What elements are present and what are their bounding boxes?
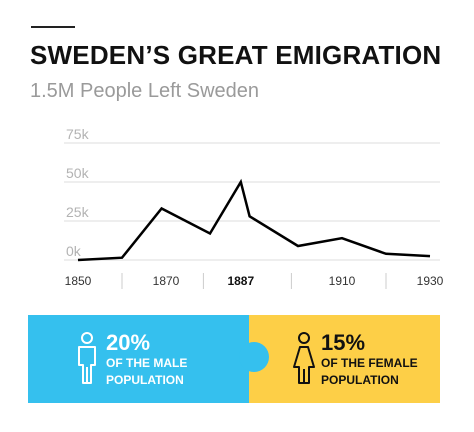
male-person-icon bbox=[78, 332, 96, 384]
x-tick-label: 1850 bbox=[65, 274, 92, 288]
emigration-line-chart: 0k 25k 50k 75k 1850 1870 1887 1910 1930 bbox=[64, 126, 444, 289]
x-tick-label: 1870 bbox=[153, 274, 180, 288]
series-line bbox=[77, 178, 431, 262]
y-tick-label: 0k bbox=[66, 243, 82, 259]
female-person-icon bbox=[293, 332, 315, 384]
male-percent: 20% bbox=[106, 330, 151, 355]
female-stat: 15% OF THE FEMALE POPULATION bbox=[321, 331, 418, 389]
female-label-line2: POPULATION bbox=[321, 373, 399, 387]
female-stat-panel bbox=[249, 315, 440, 403]
male-stat: 20% OF THE MALE POPULATION bbox=[106, 331, 187, 389]
male-stat-panel bbox=[28, 315, 249, 403]
page-title: SWEDEN’S GREAT EMIGRATION bbox=[30, 40, 442, 70]
x-tick-label: 1887 bbox=[227, 274, 254, 288]
female-percent: 15% bbox=[321, 330, 366, 355]
y-tick-label: 25k bbox=[66, 204, 90, 220]
male-label-line1: OF THE MALE bbox=[106, 356, 188, 370]
title-rule bbox=[31, 26, 75, 28]
y-tick-label: 50k bbox=[66, 165, 90, 181]
x-tick-label: 1910 bbox=[329, 274, 356, 288]
page-subtitle: 1.5M People Left Sweden bbox=[30, 80, 260, 102]
y-tick-label: 75k bbox=[66, 126, 90, 142]
female-label-line1: OF THE FEMALE bbox=[321, 356, 418, 370]
puzzle-notch bbox=[239, 342, 269, 372]
male-label-line2: POPULATION bbox=[106, 373, 184, 387]
x-tick-label: 1930 bbox=[417, 274, 444, 288]
